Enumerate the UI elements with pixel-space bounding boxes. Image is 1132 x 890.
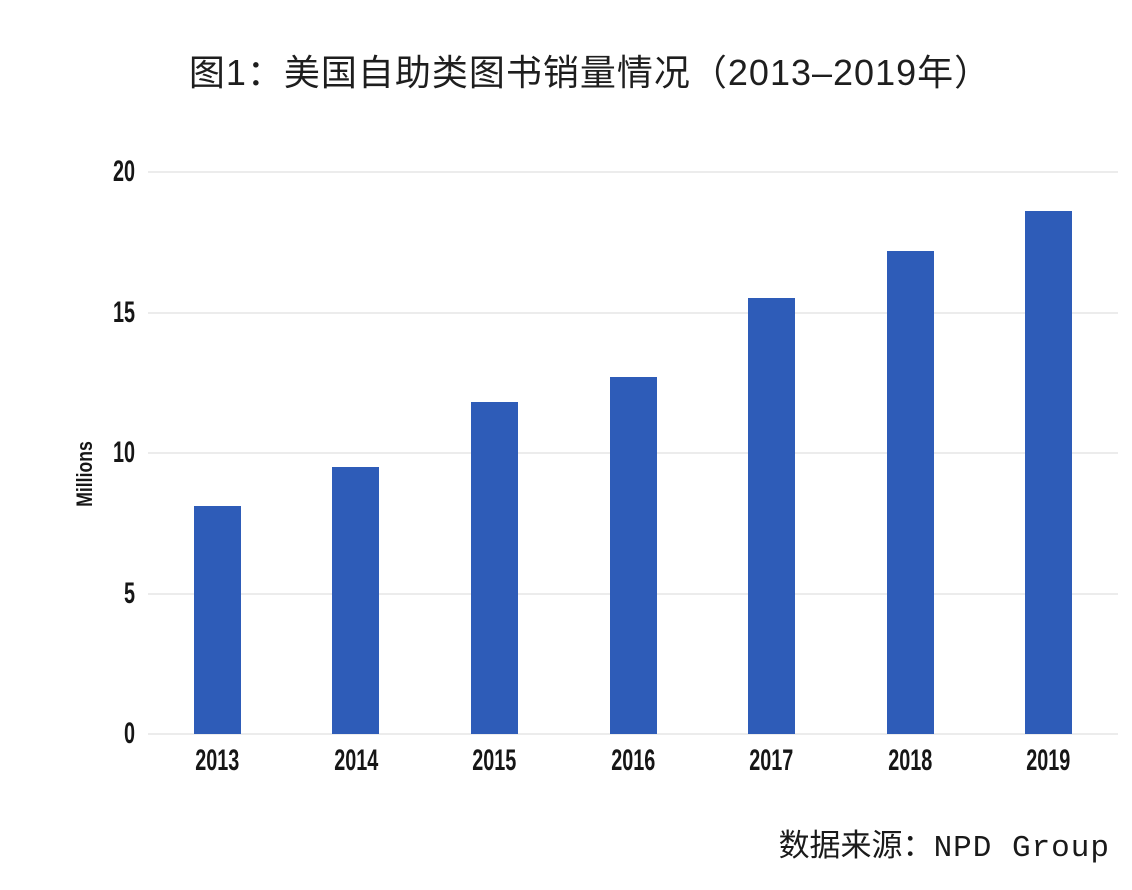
bar-2015 bbox=[470, 402, 518, 734]
source-note: 数据来源：NPD Group bbox=[779, 820, 1110, 866]
bar-2018 bbox=[886, 250, 934, 734]
x-tick-label-2019: 2019 bbox=[1026, 744, 1071, 777]
bar-2016 bbox=[609, 377, 657, 734]
source-label: 数据来源： bbox=[778, 831, 934, 866]
bar-slot-2014 bbox=[287, 172, 426, 734]
bar-2019 bbox=[1025, 211, 1073, 734]
x-tick-label-2017: 2017 bbox=[749, 744, 794, 777]
y-tick-label-10: 10 bbox=[112, 436, 135, 469]
bar-slot-2017 bbox=[702, 172, 841, 734]
source-value: NPD Group bbox=[933, 831, 1110, 866]
x-tick-label-2018: 2018 bbox=[888, 744, 933, 777]
gridline-y-0 bbox=[148, 733, 1118, 735]
y-tick-label-15: 15 bbox=[112, 295, 135, 329]
chart-title: 图1：美国自助类图书销量情况（2013–2019年） bbox=[188, 52, 992, 93]
plot-area: 0 5 10 15 20 2013 2014 2015 2016 2017 2018 2019 bbox=[113, 157, 1118, 776]
x-tick-label-2014: 2014 bbox=[333, 744, 378, 777]
x-tick-label-2013: 2013 bbox=[195, 744, 240, 777]
bar-2014 bbox=[332, 467, 380, 734]
y-tick-label-0: 0 bbox=[123, 717, 135, 750]
y-tick-label-20: 20 bbox=[112, 155, 135, 188]
gridline-y-15 bbox=[148, 312, 1118, 313]
y-axis-title: Millions bbox=[72, 441, 97, 507]
bar-2013 bbox=[193, 506, 241, 734]
bars-row bbox=[148, 172, 1118, 734]
bar-slot-2015 bbox=[425, 172, 564, 734]
bar-slot-2016 bbox=[564, 172, 703, 734]
x-axis-labels: 2013 2014 2015 2016 2017 2018 2019 bbox=[148, 746, 1118, 776]
bar-2017 bbox=[748, 298, 796, 734]
y-tick-label-5: 5 bbox=[123, 576, 135, 610]
x-tick-label-2016: 2016 bbox=[610, 744, 656, 777]
x-tick-label-2015: 2015 bbox=[472, 744, 517, 777]
bar-slot-2019 bbox=[979, 172, 1118, 734]
bar-slot-2013 bbox=[148, 172, 287, 734]
gridline-y-20 bbox=[148, 171, 1118, 173]
bar-slot-2018 bbox=[841, 172, 980, 734]
